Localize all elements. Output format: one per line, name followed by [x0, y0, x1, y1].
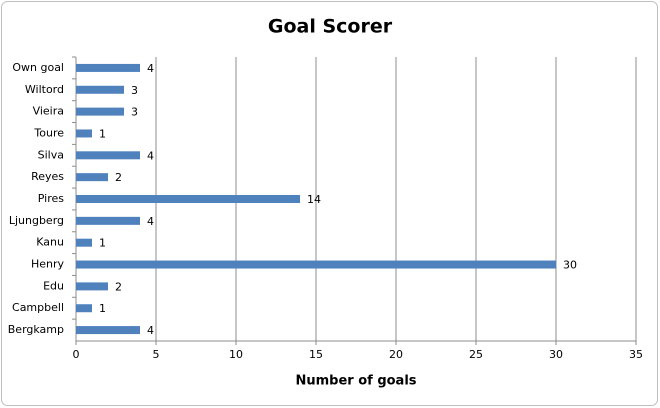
bar	[76, 129, 92, 138]
data-label: 1	[99, 127, 106, 140]
x-tick-label: 25	[469, 348, 483, 361]
y-tick-label: Silva	[38, 148, 64, 161]
x-tick-label: 0	[73, 348, 80, 361]
x-tick-label: 10	[229, 348, 243, 361]
data-label: 4	[147, 215, 154, 228]
x-tick-label: 35	[629, 348, 643, 361]
x-tick-label: 30	[549, 348, 563, 361]
y-tick-label: Kanu	[36, 236, 64, 249]
data-label: 4	[147, 324, 154, 337]
y-tick-label: Campbell	[12, 301, 64, 314]
bar	[76, 151, 140, 160]
bar	[76, 107, 124, 116]
x-tick-label: 5	[153, 348, 160, 361]
y-tick-label: Toure	[33, 126, 64, 139]
data-label: 1	[99, 237, 106, 250]
y-tick-label: Edu	[43, 279, 64, 292]
bar	[76, 238, 92, 247]
y-tick-label: Pires	[38, 192, 64, 205]
data-label: 2	[115, 171, 122, 184]
y-tick-label: Vieira	[33, 105, 64, 118]
y-tick-label: Reyes	[31, 170, 64, 183]
chart-title: Goal Scorer	[268, 16, 393, 38]
bar	[76, 282, 108, 291]
y-tick-label: Own goal	[12, 61, 64, 74]
bar	[76, 260, 556, 269]
bar	[76, 326, 140, 335]
data-label: 3	[131, 84, 138, 97]
x-tick-label: 15	[309, 348, 323, 361]
bar	[76, 63, 140, 72]
data-label: 4	[147, 149, 154, 162]
y-tick-label: Bergkamp	[8, 323, 64, 336]
bar	[76, 304, 92, 313]
y-tick-label: Henry	[31, 258, 65, 271]
data-label: 30	[563, 259, 577, 272]
y-tick-label: Ljungberg	[9, 214, 64, 227]
data-label: 1	[99, 302, 106, 315]
x-tick-label: 20	[389, 348, 403, 361]
data-label: 4	[147, 62, 154, 75]
x-axis-title: Number of goals	[295, 374, 416, 389]
data-label: 14	[307, 193, 321, 206]
data-label: 2	[115, 280, 122, 293]
bar	[76, 216, 140, 225]
bar	[76, 195, 300, 203]
bar	[76, 85, 124, 94]
y-tick-label: Wiltord	[25, 83, 64, 96]
bar	[76, 173, 108, 182]
data-label: 3	[131, 106, 138, 119]
